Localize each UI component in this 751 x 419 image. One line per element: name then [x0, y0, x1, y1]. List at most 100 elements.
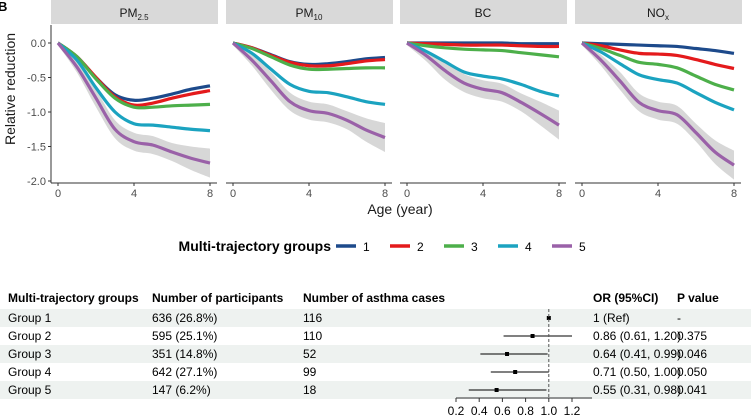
y-tick-label: 0.0: [31, 38, 46, 50]
panel-4: NOx 0 4 8: [575, 0, 742, 200]
table-cell-p: 0.041: [677, 383, 707, 397]
x-tick-label: 8: [382, 188, 388, 200]
column-header: P value: [677, 291, 719, 305]
y-tick-label: -2.0: [27, 176, 46, 188]
legend-label: 2: [417, 240, 424, 254]
series-line-group-4: [406, 41, 560, 98]
column-header: Number of asthma cases: [303, 291, 445, 305]
x-tick-label: 0: [404, 188, 410, 200]
series-line-group-5: [56, 42, 211, 165]
x-tick-label: 4: [480, 188, 486, 200]
table-row: Group 4 642 (27.1%) 99 0.71 (0.50, 1.00)0.0…: [8, 365, 707, 379]
forest-tick-label: 1.0: [540, 404, 557, 418]
x-tick-label: 4: [655, 188, 661, 200]
forest-tick-label: 0.8: [517, 404, 534, 418]
table-cell-p: -: [677, 311, 681, 325]
table-stripes: [0, 309, 751, 399]
table-cell-cases: 99: [303, 365, 317, 379]
panel-3: BC 0 4 8: [400, 0, 567, 200]
table-cell-group: Group 5: [8, 383, 52, 397]
forest-tick-label: 0.6: [494, 404, 511, 418]
table-cell-or_text: 0.55 (0.31, 0.98): [593, 383, 681, 397]
table-cell-participants: 147 (6.2%): [152, 383, 211, 397]
x-tick-label: 8: [556, 188, 562, 200]
series-line-group-2: [406, 41, 560, 49]
series-line-group-3: [232, 41, 386, 72]
strip-label-main: NO: [647, 6, 665, 20]
strip-label-main: PM: [296, 6, 314, 20]
row-stripe: [0, 345, 751, 363]
column-header: Multi-trajectory groups: [8, 291, 139, 305]
confidence-band: [58, 40, 210, 178]
results-table: Multi-trajectory groups Number of partici…: [8, 291, 719, 397]
table-row: Group 5 147 (6.2%) 18 0.55 (0.31, 0.98)0.04…: [8, 383, 707, 397]
table-cell-group: Group 1: [8, 311, 52, 325]
table-row: Group 2 595 (25.1%) 110 0.86 (0.61, 1.20)0.…: [8, 329, 707, 343]
legend-label: 5: [579, 240, 586, 254]
strip-label-main: BC: [475, 6, 492, 20]
strip-label: PM10: [296, 6, 323, 22]
confidence-band: [233, 40, 385, 153]
series-line-group-2: [581, 41, 735, 71]
legend-label: 4: [525, 240, 532, 254]
strip-header: [575, 0, 742, 24]
series-line-group-5: [406, 41, 560, 127]
table-cell-cases: 110: [303, 329, 322, 343]
x-tick-label: 4: [306, 188, 312, 200]
x-tick-label: 4: [131, 188, 137, 200]
panel-1: PM2.5 0.0 -0.5 -1.0 -1.5 -2.0 0 4 8: [27, 0, 218, 200]
series-line-group-1: [581, 41, 735, 55]
y-tick-label: -1.0: [27, 107, 46, 119]
table-cell-group: Group 2: [8, 329, 52, 343]
table-cell-p: 0.046: [677, 347, 707, 361]
strip-label-main: PM: [119, 6, 137, 20]
table-cell-participants: 351 (14.8%): [152, 347, 217, 361]
strip-label-sub: 2.5: [137, 13, 149, 22]
strip-label-sub: 10: [314, 13, 323, 22]
y-tick-label: -1.5: [27, 142, 46, 154]
table-cell-participants: 642 (27.1%): [152, 365, 217, 379]
table-cell-or_text: 0.86 (0.61, 1.20): [593, 329, 681, 343]
x-tick-label: 8: [207, 188, 213, 200]
table-cell-cases: 18: [303, 383, 317, 397]
series-line-group-4: [56, 41, 211, 133]
panel-label: B: [0, 0, 7, 14]
strip-header: [51, 0, 218, 24]
x-tick-label: 0: [55, 188, 61, 200]
series-line-group-3: [406, 41, 560, 59]
strip-header: [400, 0, 567, 24]
table-cell-p: 0.050: [677, 365, 707, 379]
legend-label: 1: [363, 240, 370, 254]
x-tick-label: 0: [579, 188, 585, 200]
legend-label: 3: [471, 240, 478, 254]
forest-plot: 0.2 0.4 0.6 0.8 1.0 1.2: [448, 309, 592, 418]
or-point: [505, 352, 510, 356]
strip-label: BC: [475, 6, 492, 20]
table-row: Group 3 351 (14.8%) 52 0.64 (0.41, 0.99)0.0…: [8, 347, 707, 361]
strip-label: NOx: [647, 6, 669, 22]
series-line-group-3: [581, 41, 735, 92]
table-cell-or_text: 0.64 (0.41, 0.99): [593, 347, 681, 361]
table-cell-participants: 595 (25.1%): [152, 329, 217, 343]
table-cell-or_text: 0.71 (0.50, 1.00): [593, 365, 681, 379]
x-tick-label: 0: [230, 188, 236, 200]
strip-header: [226, 0, 393, 24]
series-line-group-3: [57, 41, 211, 110]
forest-tick-label: 0.2: [448, 404, 465, 418]
row-stripe: [0, 309, 751, 327]
table-cell-participants: 636 (26.8%): [152, 311, 217, 325]
table-cell-or_text: 1 (Ref): [593, 311, 630, 325]
or-point: [530, 334, 535, 338]
series-line-group-4: [581, 41, 735, 112]
column-header: OR (95%CI): [593, 291, 658, 305]
x-axis-title: Age (year): [367, 201, 432, 217]
table-cell-cases: 52: [303, 347, 317, 361]
series-line-group-5: [231, 41, 386, 140]
strip-label-sub: x: [665, 13, 669, 22]
y-tick-label: -0.5: [27, 73, 46, 85]
table-cell-p: 0.375: [677, 329, 707, 343]
series-line-group-4: [232, 41, 386, 106]
x-tick-label: 8: [731, 188, 737, 200]
